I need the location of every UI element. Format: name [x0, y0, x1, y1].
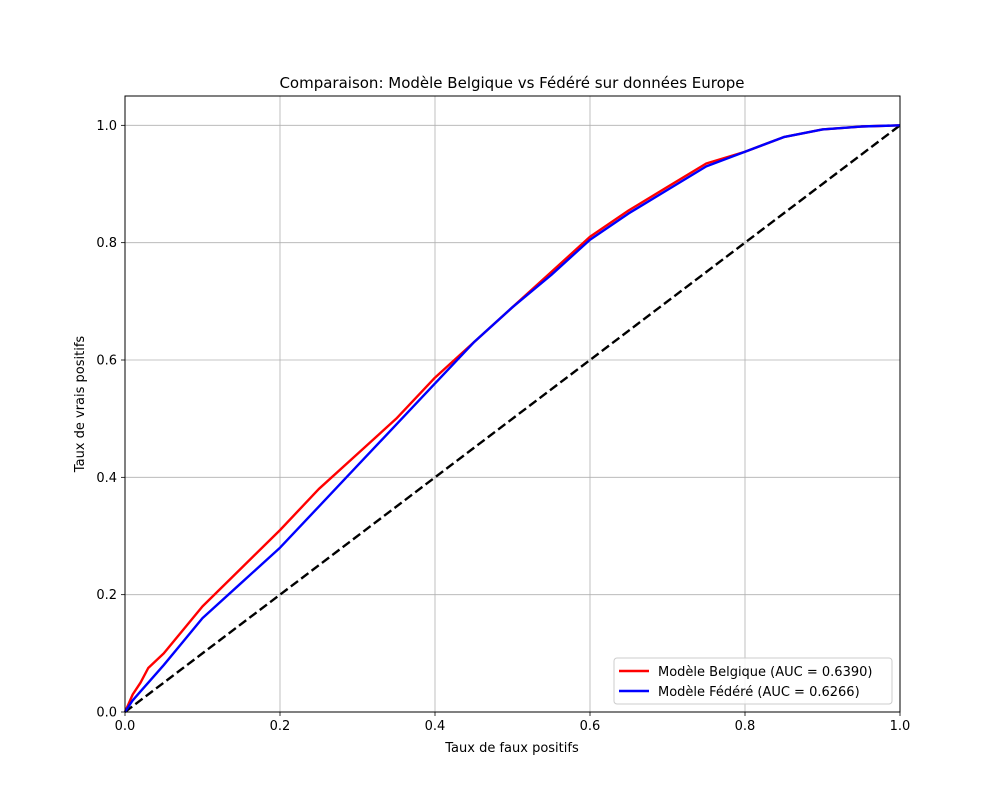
series-lines: [123, 124, 901, 713]
legend: Modèle Belgique (AUC = 0.6390) Modèle Féd…: [613, 657, 893, 705]
y-tick-label: 0.8: [96, 236, 117, 251]
legend-box: [613, 657, 893, 705]
x-tick-label: 0.0: [115, 719, 136, 734]
y-tick-label: 1.0: [96, 119, 117, 134]
series-line-1: [123, 124, 901, 713]
x-tick-label: 0.4: [425, 719, 446, 734]
x-tick-label: 0.2: [270, 719, 291, 734]
x-tick-label: 1.0: [890, 719, 911, 734]
chart-title: Comparaison: Modèle Belgique vs Fédéré s…: [279, 74, 744, 92]
x-tick-label: 0.6: [580, 719, 601, 734]
plot-frame: [124, 95, 901, 713]
y-tick-label: 0.2: [96, 588, 117, 603]
grid-lines: [124, 96, 901, 713]
x-tick-label: 0.8: [735, 719, 756, 734]
y-axis-label: Taux de vrais positifs: [73, 336, 88, 474]
x-axis-label: Taux de faux positifs: [444, 741, 579, 756]
legend-label: Modèle Belgique (AUC = 0.6390): [658, 665, 872, 680]
legend-label: Modèle Fédéré (AUC = 0.6266): [658, 685, 860, 700]
axis-ticks: 0.0 0.2 0.4 0.6 0.8 1.0 0.0 0.2 0.4 0.6 0.8 1.0: [96, 119, 910, 734]
y-tick-label: 0.6: [96, 354, 117, 369]
y-tick-label: 0.0: [96, 706, 117, 721]
diagonal-reference-line: [124, 124, 901, 713]
y-tick-label: 0.4: [96, 471, 117, 486]
